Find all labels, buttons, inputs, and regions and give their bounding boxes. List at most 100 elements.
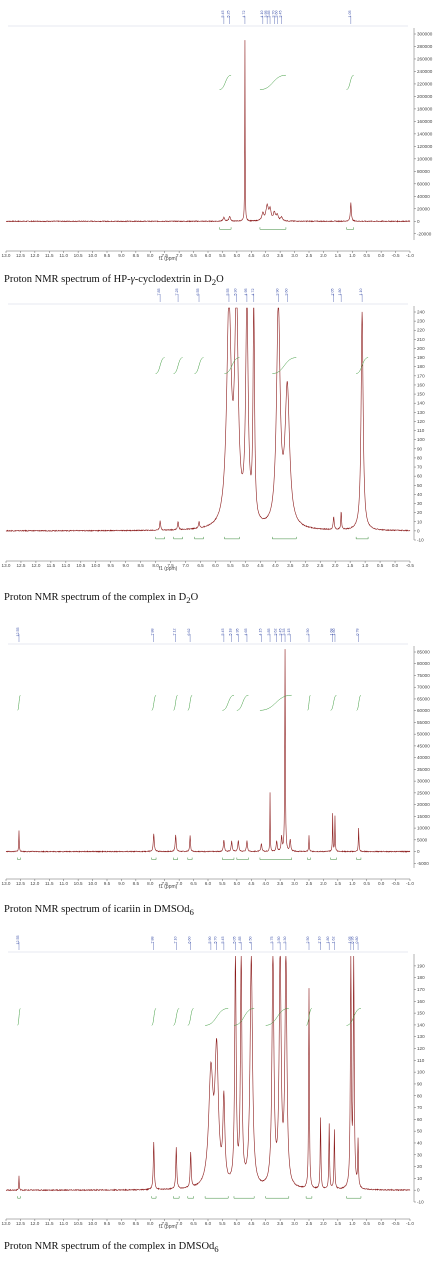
x-tick-label: 7.5 xyxy=(162,253,169,258)
x-tick-label: 0.5 xyxy=(377,563,384,568)
y-tick-label: 45000 xyxy=(417,743,430,748)
integral-curve xyxy=(173,694,178,711)
y-tick-label: 230 xyxy=(417,319,425,324)
x-tick-label: 11.5 xyxy=(45,881,54,886)
peak-shift-label: 1.68 xyxy=(330,629,334,636)
peak-shift-label: 2.50 xyxy=(306,937,310,944)
x-tick-label: 1.0 xyxy=(349,1221,356,1226)
peak-shift-label: 4.72 xyxy=(251,289,255,296)
y-tick-label: 65000 xyxy=(417,696,430,701)
y-tick-label: 60 xyxy=(417,1117,423,1122)
peak-shift-label: 5.25 xyxy=(227,11,231,18)
integral-curve xyxy=(346,1008,361,1026)
x-tick-label: 10.5 xyxy=(74,253,83,258)
peak-shift-label: 3.85 xyxy=(267,11,271,18)
integral-bracket xyxy=(272,536,297,540)
y-tick-label: 5000 xyxy=(417,837,428,842)
x-tick-label: 11.0 xyxy=(59,253,68,258)
y-tick-label: 0 xyxy=(417,1188,420,1193)
integral-bracket xyxy=(259,857,292,860)
y-tick-label: 20 xyxy=(417,1164,423,1169)
x-tick-label: 0.0 xyxy=(378,253,385,258)
x-tick-label: 12.0 xyxy=(30,1221,39,1226)
x-tick-label: 2.0 xyxy=(320,881,327,886)
y-tick-label: 10 xyxy=(417,1176,423,1181)
peak-shift-label: 5.45 xyxy=(221,629,225,636)
x-tick-label: 1.5 xyxy=(335,253,342,258)
y-tick-label: 40000 xyxy=(417,755,430,760)
x-tick-label: 4.5 xyxy=(248,253,255,258)
peak-shift-label: 1.10 xyxy=(359,289,363,296)
integral-curve xyxy=(219,74,232,90)
peak-shift-label: 5.55 xyxy=(226,289,230,296)
integral-curve xyxy=(173,357,183,374)
x-tick-label: 11.5 xyxy=(45,253,54,258)
x-tick-label: 10.0 xyxy=(88,881,97,886)
peak-shift-label: 5.90 xyxy=(208,937,212,944)
peak-shift-label: 6.55 xyxy=(196,289,200,296)
peak-shift-label: 4.72 xyxy=(242,11,246,18)
x-tick-label: -0.5 xyxy=(392,253,400,258)
caption-1: Proton NMR spectrum of HP-γ-cyclodextrin… xyxy=(4,274,224,288)
integral-bracket xyxy=(194,536,204,540)
integral-curve xyxy=(330,694,337,711)
x-tick-label: 0.0 xyxy=(392,563,399,568)
peak-shift-label: 4.85 xyxy=(238,937,242,944)
x-tick-label: 8.5 xyxy=(137,563,144,568)
x-tick-label: -0.5 xyxy=(392,1221,400,1226)
integral-bracket xyxy=(173,536,183,540)
x-tick-label: 7.5 xyxy=(162,1221,169,1226)
x-tick-label: 8.0 xyxy=(152,563,159,568)
y-tick-label: 25000 xyxy=(417,790,430,795)
nmr-chart-2: 2402302202102001901801701601501401301201… xyxy=(2,289,426,573)
x-tick-label: 7.0 xyxy=(176,881,183,886)
y-tick-label: 170 xyxy=(417,987,425,992)
x-tick-label: 1.0 xyxy=(349,253,356,258)
integral-bracket xyxy=(187,857,193,860)
y-tick-label: 300000 xyxy=(417,32,433,37)
y-tick-label: 70000 xyxy=(417,685,430,690)
x-tick-label: 3.5 xyxy=(277,881,284,886)
x-tick-label: 8.0 xyxy=(147,253,154,258)
x-tick-label: 3.0 xyxy=(291,1221,298,1226)
peak-shift-label: 3.75 xyxy=(270,937,274,944)
x-tick-label: 3.0 xyxy=(291,253,298,258)
integral-bracket xyxy=(222,857,235,860)
integral-bracket xyxy=(233,1196,255,1199)
peak-shift-label: 1.60 xyxy=(332,629,336,636)
y-tick-label: 90 xyxy=(417,446,423,451)
x-tick-label: 2.5 xyxy=(317,563,324,568)
y-tick-label: 15000 xyxy=(417,814,430,819)
peak-shift-label: 5.18 xyxy=(229,629,233,636)
x-tick-label: 4.5 xyxy=(248,1221,255,1226)
y-tick-label: 160 xyxy=(417,382,425,387)
y-tick-label: 0 xyxy=(417,219,420,224)
y-tick-label: 180 xyxy=(417,364,425,369)
x-tick-label: 7.0 xyxy=(176,1221,183,1226)
x-tick-label: 6.0 xyxy=(205,881,212,886)
x-tick-label: 8.0 xyxy=(147,1221,154,1226)
nmr-chart-4: 1901801701601501401301201101009080706050… xyxy=(2,936,426,1231)
x-tick-label: 6.5 xyxy=(190,1221,197,1226)
x-tick-label: 6.0 xyxy=(212,563,219,568)
integral-curve xyxy=(265,1008,289,1026)
x-tick-label: 11.0 xyxy=(59,1221,68,1226)
x-tick-label: 1.0 xyxy=(349,881,356,886)
x-tick-label: 6.5 xyxy=(197,563,204,568)
integral-curve xyxy=(224,357,240,374)
x-tick-label: 0.0 xyxy=(378,1221,385,1226)
integral-bracket xyxy=(305,1196,313,1199)
peak-shift-label: 3.33 xyxy=(282,629,286,636)
y-tick-label: 100 xyxy=(417,437,425,442)
x-tick-label: 5.0 xyxy=(234,1221,241,1226)
peak-shift-label: 7.85 xyxy=(157,289,161,296)
peak-shift-label: 3.95 xyxy=(264,11,268,18)
x-tick-label: 13.0 xyxy=(2,563,11,568)
y-tick-label: 30 xyxy=(417,501,423,506)
integral-curve xyxy=(356,694,362,711)
integral-bracket xyxy=(155,536,165,540)
y-tick-label: 120000 xyxy=(417,144,433,149)
x-tick-label: 8.0 xyxy=(147,881,154,886)
peak-shift-label: 4.50 xyxy=(248,937,252,944)
peak-shift-label: 1.05 xyxy=(348,937,352,944)
